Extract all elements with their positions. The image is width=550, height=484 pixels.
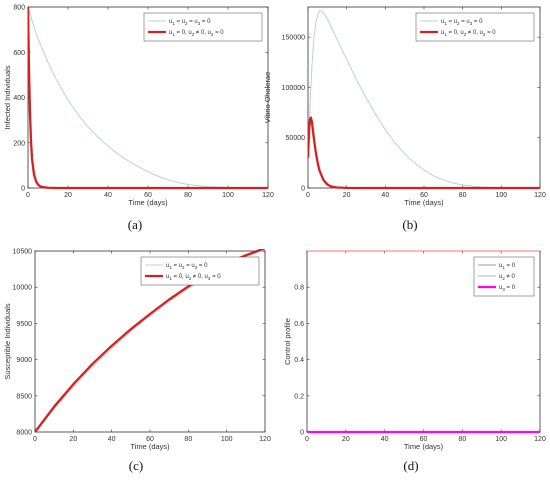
panel-d: 0 20 40 60 80 100 120 0 0.2 0.4 0.6 0.8 Time (days) C… — [283, 250, 546, 473]
x-tick-label: 20 — [343, 192, 351, 199]
x-tick-label: 120 — [534, 436, 546, 443]
panel-caption: (b) — [402, 217, 417, 232]
y-tick-label: 10000 — [13, 285, 33, 292]
y-tick-label: 100000 — [282, 85, 305, 92]
y-tick-label: 600 — [13, 50, 25, 57]
x-tick-label: 40 — [381, 192, 389, 199]
x-tick-label: 120 — [262, 192, 274, 199]
x-tick-label: 40 — [381, 436, 389, 443]
panel-caption: (a) — [128, 217, 142, 232]
x-tick-label: 20 — [64, 192, 72, 199]
x-tick-label: 60 — [420, 436, 428, 443]
panel-caption: (c) — [129, 458, 143, 473]
x-axis-label: Time (days) — [404, 198, 444, 207]
y-tick-label: 0 — [300, 430, 304, 437]
legend-label: u1 = 0, u2 ≠ 0, u3 = 0 — [441, 30, 496, 37]
x-tick-label: 40 — [104, 192, 112, 199]
legend-box — [415, 12, 535, 42]
x-axis-label: Time (days) — [128, 198, 168, 207]
x-tick-label: 100 — [221, 436, 233, 443]
x-tick-label: 0 — [306, 192, 310, 199]
legend-label: u1 = 0 — [499, 263, 516, 270]
series-line-2 — [308, 116, 540, 190]
y-tick-label: 9000 — [16, 357, 32, 364]
panel-b: 0 20 40 60 80 100 120 0 50000 100000 150000 Time (d… — [263, 6, 546, 232]
y-axis-label: Susceptible Individuals — [3, 303, 12, 380]
y-tick-label: 400 — [13, 95, 25, 102]
series-line-2 — [28, 6, 268, 190]
y-tick-label: 9500 — [16, 321, 32, 328]
y-tick-label: 8000 — [16, 430, 32, 437]
x-axis-label: Time (days) — [404, 442, 444, 451]
legend-label: u1 = 0, u2 ≠ 0, u3 = 0 — [169, 30, 224, 37]
legend-label: u1 = 0, u2 ≠ 0, u3 = 0 — [166, 274, 221, 281]
x-tick-label: 100 — [495, 192, 507, 199]
y-tick-label: 800 — [13, 5, 25, 12]
legend-label: u1 = u2 = u3 = 0 — [441, 19, 483, 26]
x-tick-label: 0 — [305, 436, 309, 443]
x-tick-label: 120 — [259, 436, 271, 443]
legend-label: u2 ≠ 0 — [499, 274, 516, 281]
y-tick-label: 0.2 — [294, 393, 304, 400]
y-tick-label: 0.6 — [294, 321, 304, 328]
x-tick-label: 60 — [144, 192, 152, 199]
x-axis-label: Time (days) — [130, 442, 170, 451]
y-axis-label: Infected Individuals — [3, 65, 12, 129]
legend-box — [140, 256, 260, 286]
series-line-1 — [308, 10, 540, 189]
x-tick-label: 100 — [222, 192, 234, 199]
panel-c: 0 20 40 60 80 100 120 8000 8500 9000 9500 10000 1050… — [3, 249, 271, 474]
legend-box — [143, 12, 263, 42]
y-tick-label: 0 — [21, 186, 25, 193]
legend-label: u1 = u2 = u3 = 0 — [166, 263, 208, 270]
x-tick-label: 80 — [458, 436, 466, 443]
x-tick-label: 0 — [33, 436, 37, 443]
legend-label: u1 = u2 = u3 = 0 — [169, 19, 211, 26]
y-tick-label: 150000 — [282, 35, 305, 42]
y-tick-label: 10500 — [13, 249, 33, 256]
x-tick-label: 80 — [184, 192, 192, 199]
x-tick-label: 60 — [146, 436, 154, 443]
x-tick-label: 120 — [534, 192, 546, 199]
panel-caption: (d) — [403, 458, 418, 473]
y-tick-label: 0.8 — [294, 285, 304, 292]
x-tick-label: 0 — [26, 192, 30, 199]
x-tick-label: 80 — [184, 436, 192, 443]
y-axis-label: Vibrio Cholerae — [263, 72, 272, 124]
series-line-1 — [28, 6, 268, 189]
y-tick-label: 0 — [301, 186, 305, 193]
y-tick-label: 0.4 — [294, 357, 304, 364]
x-tick-label: 40 — [108, 436, 116, 443]
y-tick-label: 200 — [13, 140, 25, 147]
x-tick-label: 20 — [69, 436, 77, 443]
y-tick-label: 50000 — [286, 135, 306, 142]
y-axis-label: Control profile — [283, 318, 292, 365]
x-tick-label: 20 — [342, 436, 350, 443]
x-tick-label: 80 — [459, 192, 467, 199]
x-tick-label: 60 — [420, 192, 428, 199]
y-tick-label: 8500 — [16, 393, 32, 400]
panel-a: 0 20 40 60 80 100 120 0 200 400 600 800 Time (days) I… — [3, 5, 274, 233]
legend-label: u3 = 0 — [499, 285, 516, 292]
x-tick-label: 100 — [495, 436, 507, 443]
